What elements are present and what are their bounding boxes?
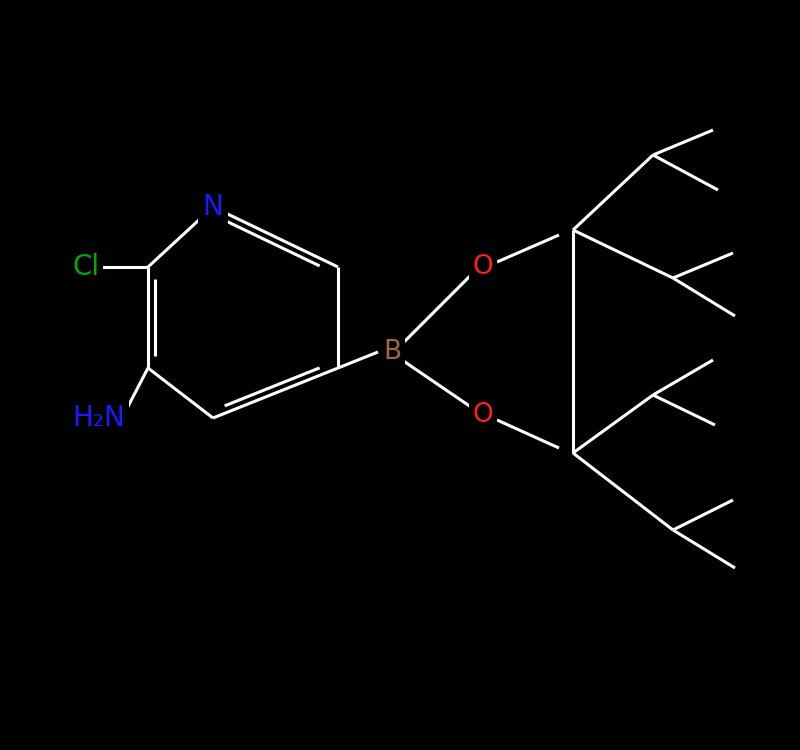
Text: O: O xyxy=(473,402,494,428)
Text: B: B xyxy=(383,339,401,365)
Text: H₂N: H₂N xyxy=(72,404,125,432)
Text: O: O xyxy=(473,254,494,280)
Text: N: N xyxy=(202,193,223,221)
Text: Cl: Cl xyxy=(72,253,99,281)
